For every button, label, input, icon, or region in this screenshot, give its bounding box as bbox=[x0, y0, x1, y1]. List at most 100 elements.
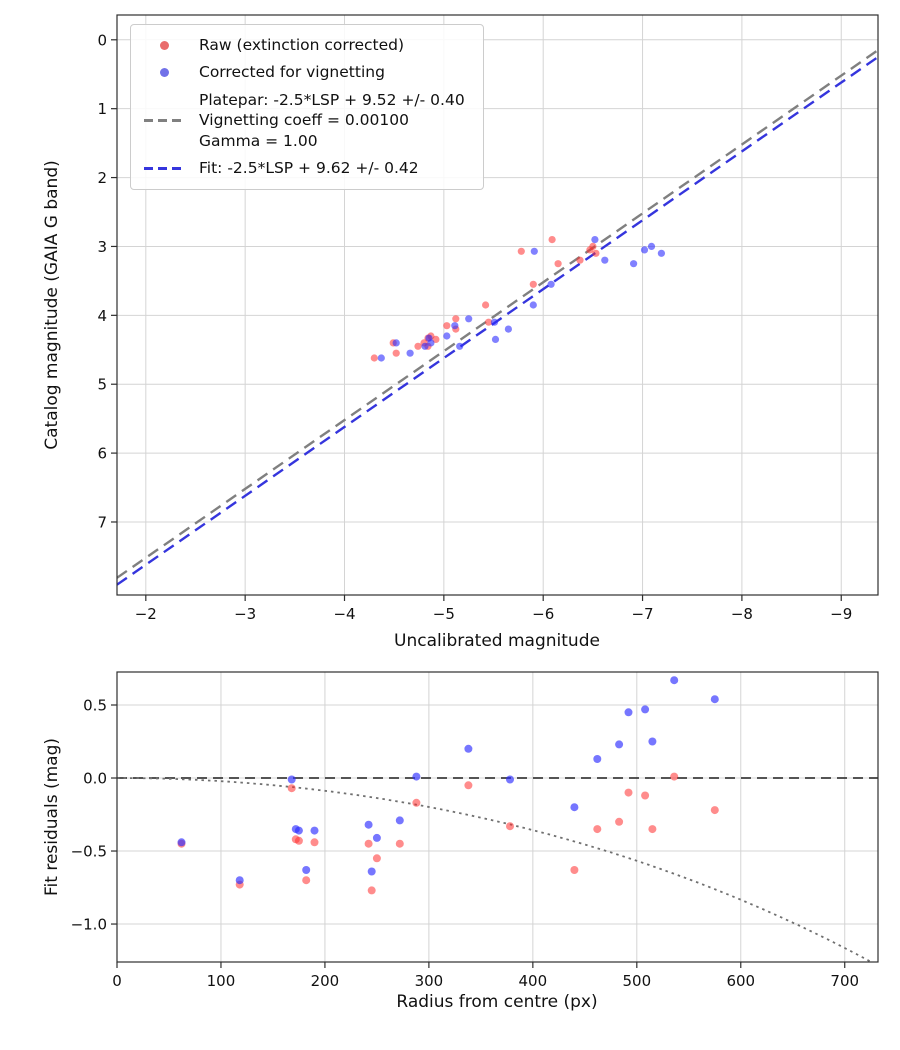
raw-point bbox=[517, 247, 525, 255]
bottom-x-tick-label: 0 bbox=[112, 972, 122, 990]
corrected-point bbox=[640, 246, 649, 254]
corrected-point bbox=[670, 676, 679, 685]
bottom-x-tick-label: 300 bbox=[415, 972, 444, 990]
corrected-point bbox=[641, 705, 650, 714]
corrected-point bbox=[395, 816, 404, 825]
raw-point bbox=[593, 825, 602, 834]
blue-dot-marker-icon bbox=[141, 68, 187, 78]
bottom-x-axis-label: Radius from centre (px) bbox=[396, 992, 598, 1012]
raw-point bbox=[482, 301, 490, 309]
raw-point bbox=[624, 788, 633, 797]
blue-dashed-line-icon bbox=[141, 166, 187, 170]
corrected-point bbox=[490, 318, 499, 326]
corrected-point bbox=[235, 876, 244, 885]
corrected-point bbox=[287, 775, 296, 784]
legend-label-corrected: Corrected for vignetting bbox=[199, 63, 385, 82]
legend: Raw (extinction corrected) Corrected for… bbox=[130, 24, 484, 190]
raw-point bbox=[287, 784, 296, 793]
corrected-point bbox=[530, 247, 538, 255]
top-x-tick-label: −8 bbox=[731, 605, 753, 623]
top-y-tick-label: 7 bbox=[97, 513, 107, 531]
bottom-x-tick-label: 500 bbox=[622, 972, 651, 990]
bottom-plot-grid bbox=[116, 672, 878, 962]
top-x-tick-label: −9 bbox=[830, 605, 852, 623]
corrected-point bbox=[591, 236, 599, 244]
corrected-point bbox=[630, 260, 638, 268]
corrected-point bbox=[294, 826, 303, 835]
corrected-point bbox=[392, 339, 400, 347]
top-x-tick-label: −3 bbox=[234, 605, 256, 623]
raw-point bbox=[370, 354, 378, 362]
top-y-tick-label: 3 bbox=[97, 238, 107, 256]
corrected-point bbox=[310, 826, 319, 835]
raw-point bbox=[372, 854, 381, 863]
bottom-plot-border bbox=[116, 671, 879, 963]
red-dot-marker-icon bbox=[141, 40, 187, 50]
top-x-tick-label: −5 bbox=[433, 605, 455, 623]
legend-entry-platepar: Platepar: -2.5*LSP + 9.52 +/- 0.40 Vigne… bbox=[141, 90, 465, 151]
raw-point bbox=[432, 335, 440, 343]
corrected-point bbox=[491, 335, 500, 343]
corrected-point bbox=[710, 695, 719, 704]
bottom-x-tick-label: 400 bbox=[519, 972, 548, 990]
corrected-point bbox=[647, 242, 656, 250]
top-corrected-points bbox=[377, 236, 666, 362]
top-plot-data bbox=[117, 49, 878, 586]
bottom-y-axis-label: Fit residuals (mag) bbox=[42, 738, 62, 896]
top-plot-border bbox=[116, 14, 879, 596]
corrected-point bbox=[406, 349, 414, 357]
raw-point bbox=[443, 322, 451, 330]
corrected-point bbox=[367, 867, 376, 876]
corrected-point bbox=[465, 315, 473, 323]
platepar-line bbox=[117, 49, 878, 579]
raw-point bbox=[570, 866, 579, 874]
corrected-point bbox=[177, 838, 186, 847]
legend-entry-fit: Fit: -2.5*LSP + 9.62 +/- 0.42 bbox=[141, 158, 465, 178]
bottom-plot-data bbox=[117, 676, 878, 962]
raw-point bbox=[310, 838, 319, 847]
raw-point bbox=[648, 825, 657, 834]
corrected-point bbox=[657, 249, 666, 257]
corrected-point bbox=[412, 772, 421, 781]
top-x-tick-label: −6 bbox=[532, 605, 554, 623]
raw-point bbox=[548, 236, 556, 244]
bottom-plot-ticks: 0 100 200 300 400 500 600 700 0.5 0.0 −0.5 −1.0 bbox=[71, 697, 859, 990]
bottom-y-tick-label: 0.0 bbox=[83, 770, 107, 788]
top-y-tick-label: 6 bbox=[97, 445, 107, 463]
raw-point bbox=[554, 260, 562, 268]
corrected-point bbox=[529, 301, 537, 309]
corrected-point bbox=[421, 342, 429, 350]
raw-point bbox=[452, 315, 460, 323]
top-x-axis-label: Uncalibrated magnitude bbox=[394, 631, 600, 651]
corrected-point bbox=[547, 280, 555, 288]
raw-point bbox=[367, 886, 376, 895]
corrected-point bbox=[615, 740, 624, 749]
raw-point bbox=[615, 817, 624, 826]
corrected-point bbox=[506, 775, 514, 784]
corrected-point bbox=[427, 339, 435, 347]
top-x-tick-label: −4 bbox=[333, 605, 355, 623]
raw-point bbox=[641, 791, 650, 800]
corrected-point bbox=[570, 803, 579, 812]
bottom-x-tick-label: 600 bbox=[726, 972, 755, 990]
raw-point bbox=[589, 242, 597, 250]
raw-point bbox=[710, 806, 719, 815]
corrected-point bbox=[443, 332, 451, 340]
vignetting-model-curve bbox=[117, 777, 874, 962]
legend-label-platepar: Platepar: -2.5*LSP + 9.52 +/- 0.40 bbox=[199, 90, 465, 109]
legend-label-gamma: Gamma = 1.00 bbox=[199, 131, 318, 150]
bottom-raw-points bbox=[177, 772, 719, 895]
corrected-point bbox=[364, 820, 373, 829]
top-raw-points bbox=[370, 236, 600, 362]
top-plot-ticks: −2 −3 −4 −5 −6 −7 −8 −9 0 1 2 3 4 5 6 7 bbox=[97, 31, 852, 623]
raw-point bbox=[485, 318, 493, 326]
legend-label-vignetting-coeff: Vignetting coeff = 0.00100 bbox=[199, 111, 409, 130]
bottom-y-tick-label: −0.5 bbox=[71, 843, 107, 861]
raw-point bbox=[464, 781, 473, 790]
bottom-y-tick-label: 0.5 bbox=[83, 697, 107, 715]
top-y-tick-label: 2 bbox=[97, 169, 107, 187]
corrected-point bbox=[372, 833, 381, 842]
raw-point bbox=[294, 836, 303, 845]
